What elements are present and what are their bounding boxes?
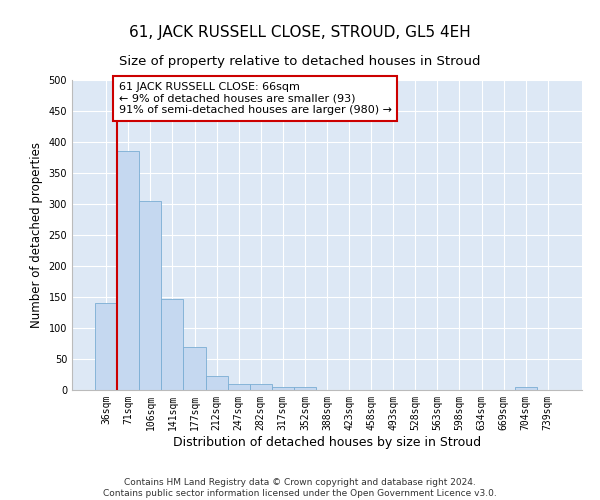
Bar (117, 152, 139, 390)
X-axis label: Distribution of detached houses by size in Stroud: Distribution of detached houses by size … (173, 436, 481, 448)
Bar (515, 387, 537, 390)
Text: Contains HM Land Registry data © Crown copyright and database right 2024.
Contai: Contains HM Land Registry data © Crown c… (103, 478, 497, 498)
Text: 61, JACK RUSSELL CLOSE, STROUD, GL5 4EH: 61, JACK RUSSELL CLOSE, STROUD, GL5 4EH (129, 25, 471, 40)
Bar (272, 387, 294, 390)
Text: 61 JACK RUSSELL CLOSE: 66sqm
← 9% of detached houses are smaller (93)
91% of sem: 61 JACK RUSSELL CLOSE: 66sqm ← 9% of det… (119, 82, 392, 115)
Bar (184, 346, 206, 390)
Bar (227, 384, 250, 390)
Text: Size of property relative to detached houses in Stroud: Size of property relative to detached ho… (119, 55, 481, 68)
Bar (206, 376, 227, 390)
Bar (139, 201, 161, 390)
Bar (294, 387, 316, 390)
Bar (250, 384, 272, 390)
Bar (161, 299, 184, 390)
Y-axis label: Number of detached properties: Number of detached properties (30, 142, 43, 328)
Bar (95, 303, 117, 390)
